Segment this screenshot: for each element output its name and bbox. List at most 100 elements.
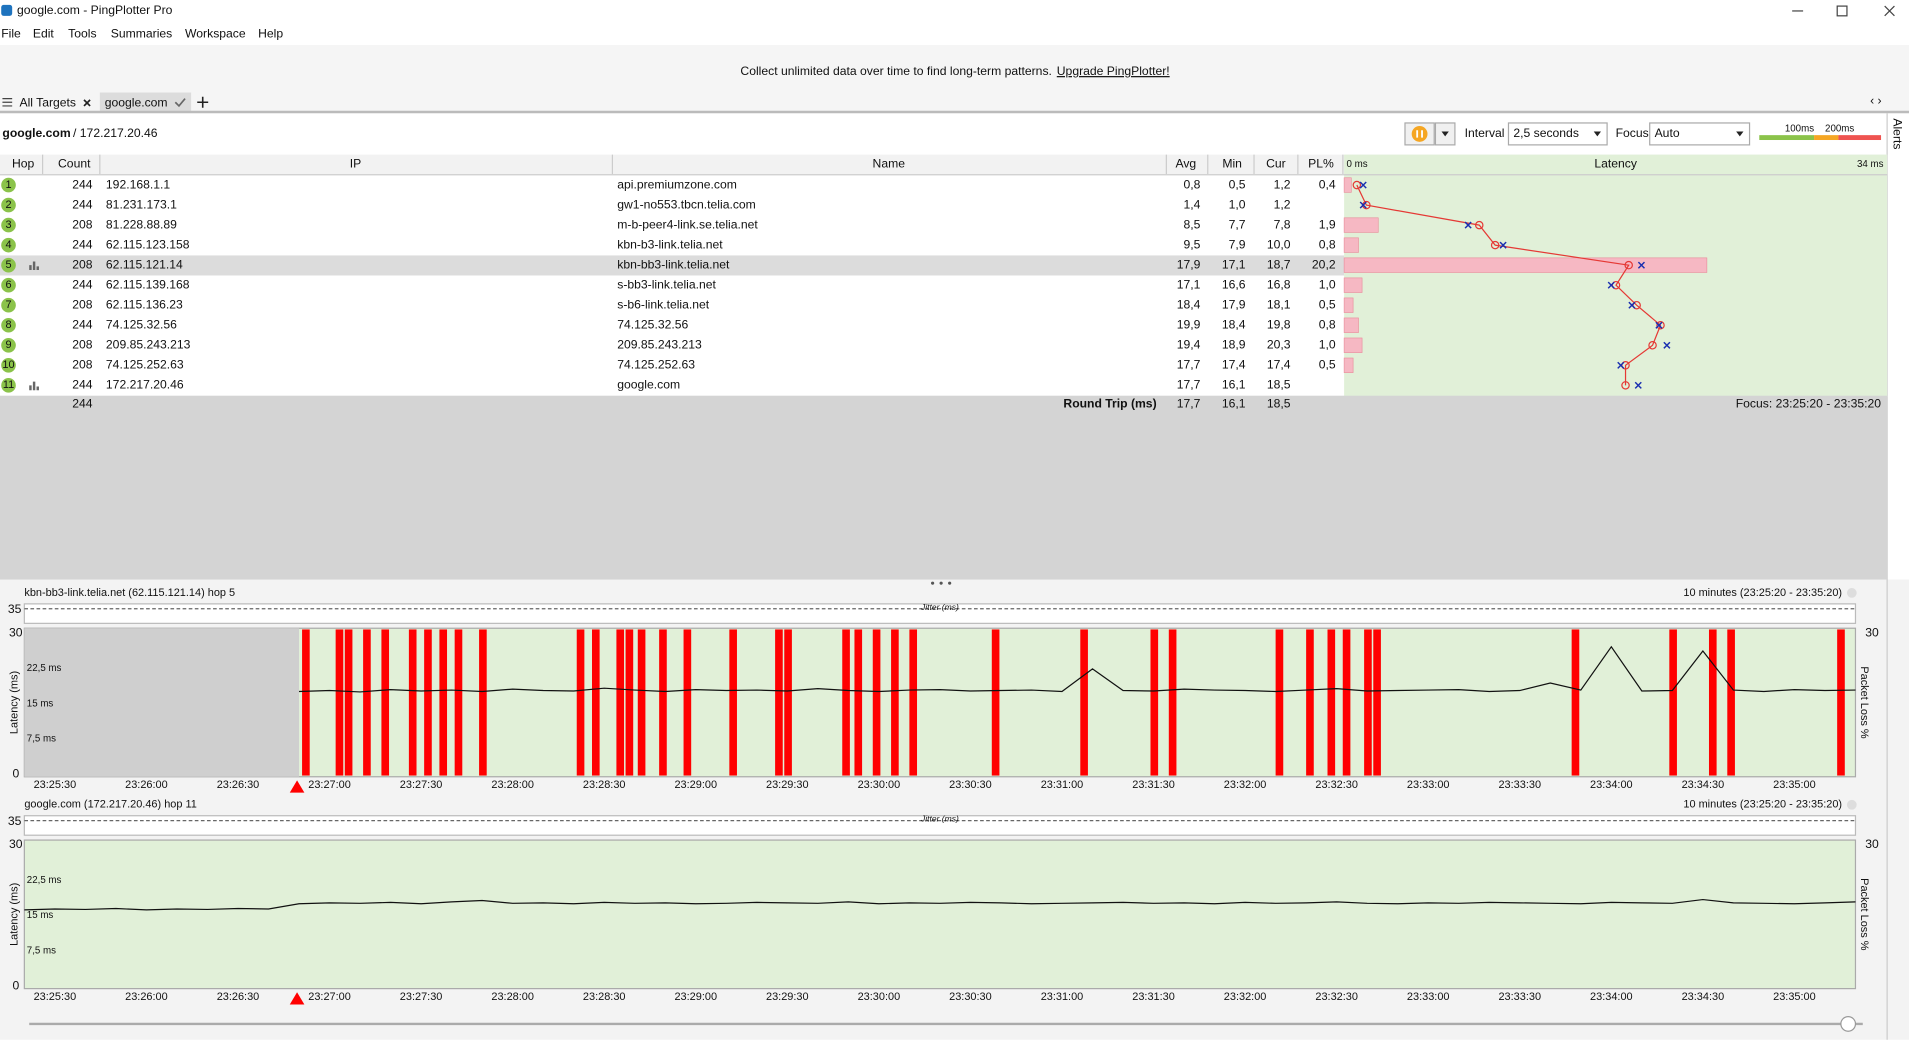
tab[interactable]: google.com (105, 96, 168, 110)
avg-marker (1352, 180, 1362, 190)
hop-count: 244 (72, 237, 93, 251)
hop-min: 18,4 (1222, 317, 1246, 331)
hop-number: 9 (5, 339, 11, 351)
loss-bar (363, 629, 371, 776)
loss-bar (729, 629, 737, 776)
hop-ip: 209.85.243.213 (106, 338, 191, 352)
focus-marker[interactable] (289, 992, 305, 1005)
upgrade-link[interactable]: Upgrade PingPlotter! (1057, 64, 1170, 78)
plot-bg (23, 627, 1857, 778)
graph-title: kbn-bb3-link.telia.net (62.115.121.14) h… (24, 587, 235, 599)
loss-bar (591, 629, 600, 776)
pl-bar (1343, 237, 1359, 253)
tab-close[interactable] (83, 99, 91, 107)
x-tick-label: 23:26:30 (217, 991, 260, 1003)
loss-bar (1306, 629, 1314, 776)
hop-count: 208 (72, 358, 93, 372)
hop-avg: 19,9 (1177, 317, 1201, 331)
hop-min: 17,1 (1222, 257, 1246, 271)
hop-badge (1, 197, 16, 213)
slider-knob[interactable] (1840, 1016, 1857, 1032)
x-tick-label: 23:31:30 (1132, 779, 1175, 791)
hop-badge (1, 337, 16, 353)
tab[interactable]: All Targets (19, 96, 76, 110)
hop-name: s-b6-link.telia.net (617, 297, 710, 311)
menu-item[interactable]: Tools (68, 26, 96, 40)
x-tick-label: 23:32:00 (1224, 779, 1267, 791)
column-header[interactable]: IP (350, 157, 362, 171)
no-data-area (24, 628, 300, 777)
menu-item[interactable]: Edit (33, 26, 55, 40)
hop-name: m-b-peer4-link.se.telia.net (617, 217, 758, 231)
column-header[interactable]: Count (58, 157, 91, 171)
focus-select[interactable] (1649, 122, 1751, 146)
alerts-tab[interactable]: Alerts (1891, 118, 1905, 149)
hop-number: 4 (5, 239, 11, 251)
graph-title: google.com (172.217.20.46) hop 11 (24, 799, 197, 811)
x-tick-label: 23:29:30 (766, 779, 809, 791)
loss-bar (842, 629, 850, 776)
hop-number: 6 (5, 279, 11, 291)
hop-ip: 62.115.136.23 (106, 297, 183, 311)
scroll-arrows: ‹ › (1870, 93, 1881, 107)
jitter-label: Jitter (ms) (920, 602, 959, 612)
hop-count: 208 (72, 338, 93, 352)
active-tab-bg (99, 92, 192, 113)
cur-marker (1663, 341, 1671, 349)
menu-item[interactable]: Help (258, 26, 283, 40)
hop-name: kbn-bb3-link.telia.net (617, 257, 730, 271)
hop-number: 1 (5, 179, 11, 191)
hop-avg: 17,7 (1177, 378, 1201, 392)
column-header[interactable]: Avg (1175, 157, 1196, 171)
hop-min: 0,5 (1229, 177, 1246, 191)
hop-avg: 17,9 (1177, 257, 1201, 271)
pl-bar (1343, 217, 1379, 233)
summary-focus: Focus: 23:25:20 - 23:35:20 (1736, 396, 1882, 410)
add-tab[interactable] (197, 96, 209, 108)
focus-marker[interactable] (289, 780, 305, 793)
y-tick-label: 22,5 ms (27, 875, 62, 886)
avg-marker (1621, 361, 1630, 370)
tabs-menu-icon (2, 98, 13, 107)
pl-bar (1343, 177, 1352, 193)
hop-number: 3 (5, 219, 11, 231)
column-header[interactable]: Min (1222, 157, 1242, 171)
close-button[interactable] (1884, 5, 1895, 17)
loss-bar (683, 629, 692, 776)
x-tick-label: 23:35:00 (1773, 779, 1816, 791)
splitter-dot[interactable] (948, 581, 952, 585)
graph-range: 10 minutes (23:25:20 - 23:35:20) (1683, 799, 1842, 811)
hop-avg: 18,4 (1177, 297, 1201, 311)
jitter-label: Jitter (ms) (920, 814, 959, 824)
graph-options[interactable] (1846, 588, 1857, 598)
y2-tick-label: 30 (1865, 837, 1879, 851)
legend-label: 200ms (1825, 124, 1854, 135)
menu-item[interactable]: Workspace (185, 26, 246, 40)
graph-options[interactable] (1846, 799, 1857, 810)
x-tick-label: 23:30:00 (858, 779, 901, 791)
latency-line (24, 898, 1856, 911)
x-tick-label: 23:33:30 (1498, 991, 1541, 1003)
column-header[interactable]: Name (873, 157, 906, 171)
menu-item[interactable]: File (1, 26, 21, 40)
target-host: google.com (2, 126, 70, 140)
loss-bar (854, 629, 863, 776)
column-header[interactable]: Hop (12, 157, 35, 171)
column-header[interactable]: PL% (1308, 157, 1334, 171)
loss-bar (1364, 629, 1372, 776)
splitter-dot[interactable] (931, 581, 935, 585)
pl-bar (1343, 257, 1708, 273)
interval-select[interactable] (1507, 122, 1608, 146)
column-header[interactable]: Cur (1266, 157, 1286, 171)
column-header[interactable]: Latency (1594, 157, 1637, 171)
x-tick-label: 23:33:00 (1407, 779, 1450, 791)
menu-item[interactable]: Summaries (111, 26, 172, 40)
hop-badge (1, 277, 16, 293)
loss-bar (616, 629, 625, 776)
restore-button[interactable] (1836, 5, 1848, 17)
splitter-dot[interactable] (939, 581, 943, 585)
x-tick-label: 23:32:30 (1315, 779, 1358, 791)
hop-number: 10 (2, 359, 14, 371)
loss-bar (408, 629, 417, 776)
